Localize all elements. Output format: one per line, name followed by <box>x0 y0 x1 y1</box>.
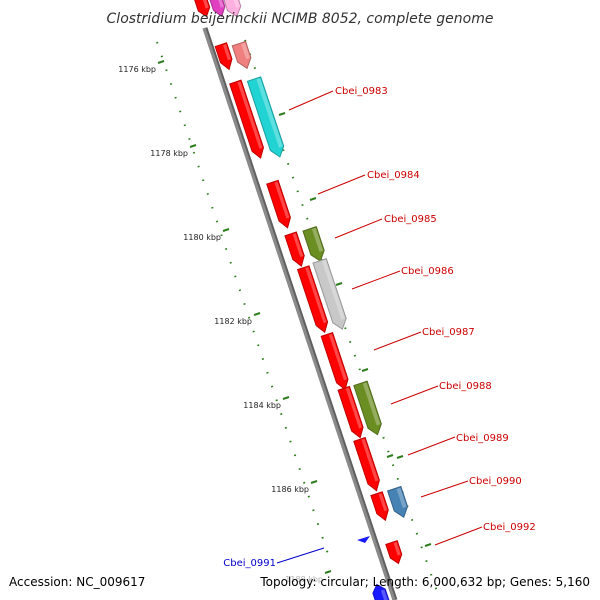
label-leader-line <box>407 436 456 456</box>
cds-feature <box>229 79 264 159</box>
label-leader-line <box>373 331 422 351</box>
outer-tick <box>361 368 369 372</box>
gene-label: Cbei_0989 <box>456 433 509 444</box>
cds-feature <box>284 231 305 267</box>
gene-feature-gray <box>312 257 347 330</box>
gene-feature-olive <box>353 380 382 436</box>
label-leader-line <box>420 480 469 498</box>
topology-label: Topology: circular; Length: 6,000,632 bp… <box>259 575 590 589</box>
gene-label: Cbei_0987 <box>422 327 475 338</box>
tick-marks: 1176 kbp 1178 kbp 1180 kbp 1182 kbp 1184 kbp… <box>118 39 441 600</box>
gene-feature-pink <box>231 40 252 70</box>
label-leader-line <box>288 90 334 111</box>
map-title: Clostridium beijerinckii NCIMB 8052, com… <box>107 11 494 27</box>
gene-label: Cbei_0985 <box>384 214 437 225</box>
major-tick <box>189 144 197 148</box>
tick-label: 1188 kbp <box>285 575 323 584</box>
cds-feature <box>320 331 349 391</box>
gene-feature-steelblue <box>386 485 409 519</box>
reverse-gene-feature <box>357 536 370 543</box>
gene-label: Cbei_0984 <box>367 170 420 181</box>
outer-tick <box>424 543 432 547</box>
backbone-line <box>202 27 396 600</box>
gene-feature-olive <box>302 226 325 262</box>
tick-label: 1178 kbp <box>150 149 188 158</box>
accession-label: Accession: NC_009617 <box>9 575 145 589</box>
outer-tick <box>278 112 286 116</box>
tick-label: 1186 kbp <box>271 485 309 494</box>
tick-label: 1184 kbp <box>243 401 281 410</box>
cds-feature <box>296 265 329 334</box>
cds-feature-top <box>209 0 226 18</box>
reverse-gene-bottom <box>372 583 390 600</box>
gene-label: Cbei_0983 <box>335 86 388 97</box>
gene-labels: Cbei_0983 Cbei_0984 Cbei_0985 Cbei_0986 Cbei… <box>223 86 535 569</box>
label-leader-line <box>276 547 325 564</box>
gene-features <box>194 0 409 600</box>
cds-feature <box>337 385 364 439</box>
major-tick <box>253 312 261 316</box>
gene-label: Cbei_0991 <box>223 558 276 569</box>
outer-tick <box>335 282 343 286</box>
cds-feature <box>385 540 403 565</box>
major-tick <box>157 60 165 64</box>
major-tick <box>310 480 318 484</box>
label-leader-line <box>351 270 401 290</box>
cds-feature <box>214 42 233 71</box>
gene-label: Cbei_0988 <box>439 381 492 392</box>
backbone-layer <box>202 27 398 600</box>
cds-feature <box>266 179 291 229</box>
cds-feature <box>370 491 389 522</box>
outer-tick <box>386 454 394 458</box>
gene-label: Cbei_0992 <box>483 522 536 533</box>
major-tick <box>282 396 290 400</box>
label-leader-line <box>434 526 483 546</box>
label-leader-line <box>390 385 439 405</box>
tick-label: 1182 kbp <box>214 317 252 326</box>
major-tick <box>222 228 230 232</box>
label-leader-line <box>334 218 383 239</box>
cds-feature <box>353 436 380 492</box>
cds-feature <box>194 0 211 18</box>
gene-feature-cyan <box>246 76 285 158</box>
tick-label: 1180 kbp <box>183 233 221 242</box>
major-tick <box>324 570 332 574</box>
gene-label: Cbei_0986 <box>401 266 454 277</box>
tick-label: 1176 kbp <box>118 65 156 74</box>
gene-label: Cbei_0990 <box>469 476 522 487</box>
outer-tick <box>396 455 404 459</box>
label-leader-line <box>317 174 366 195</box>
gene-feature-pink-top <box>223 0 242 18</box>
outer-tick <box>309 197 317 201</box>
